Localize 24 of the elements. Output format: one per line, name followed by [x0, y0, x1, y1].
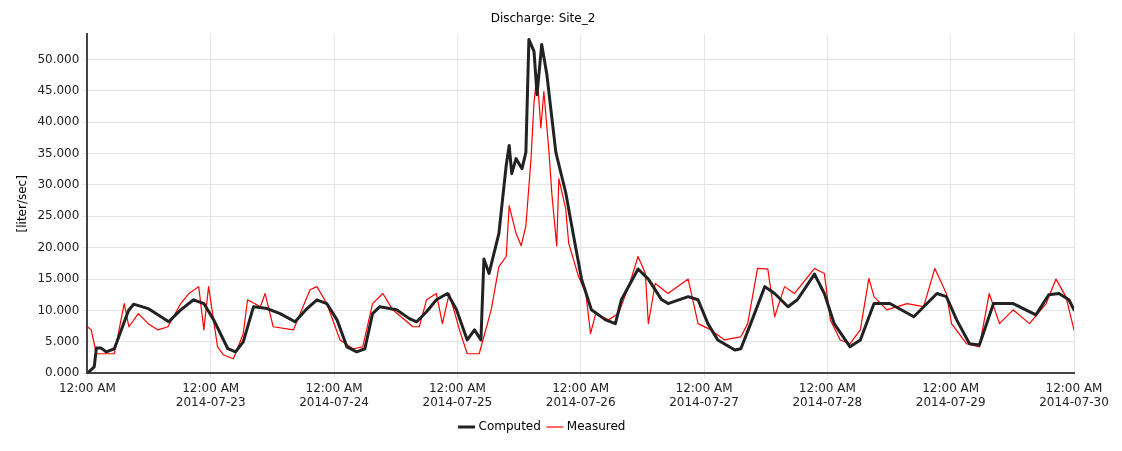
x-tick-label: 12:00 AM 2014-07-28 [792, 380, 863, 409]
y-tick-label: 35.000 [37, 145, 80, 160]
x-tick-label: 12:00 AM 2014-07-23 [175, 380, 246, 409]
y-tick-label: 5.000 [45, 333, 80, 348]
x-tick-label: 12:00 AM 2014-07-29 [915, 380, 986, 409]
x-tick-label: 12:00 AM 2014-07-24 [299, 380, 369, 409]
y-tick-label: 50.000 [37, 51, 80, 66]
y-axis-title: [liter/sec] [15, 175, 30, 233]
y-tick-label: 30.000 [37, 177, 80, 192]
y-tick-label: 25.000 [37, 208, 80, 223]
x-tick-label: 12:00 AM 2014-07-27 [669, 380, 739, 409]
chart-title: Discharge: Site_2 [490, 11, 596, 26]
x-tick-label: 12:00 AM [58, 380, 116, 395]
y-tick-label: 10.000 [37, 302, 80, 317]
y-tick-label: 0.000 [45, 365, 80, 380]
legend-label: Measured [566, 419, 626, 434]
y-tick-label: 15.000 [37, 271, 80, 286]
y-tick-label: 45.000 [37, 82, 80, 97]
x-tick-label: 12:00 AM 2014-07-25 [422, 380, 493, 409]
legend-label: Computed [478, 419, 541, 434]
x-tick-label: 12:00 AM 2014-07-26 [545, 380, 616, 409]
x-tick-label: 12:00 AM 2014-07-30 [1039, 380, 1109, 409]
y-tick-label: 20.000 [37, 239, 80, 254]
y-tick-label: 40.000 [37, 114, 80, 129]
